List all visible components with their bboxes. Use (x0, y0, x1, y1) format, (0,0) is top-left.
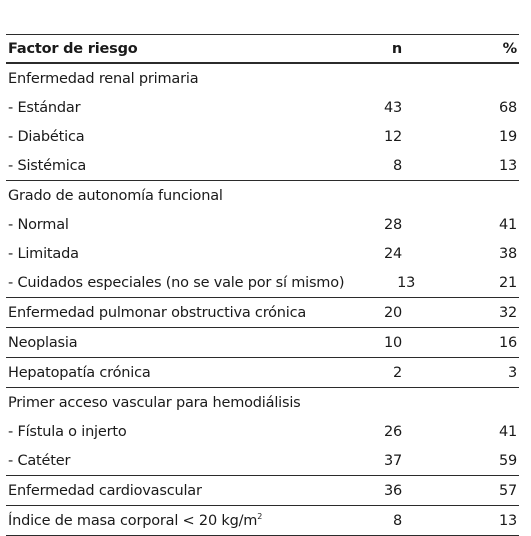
table-row: Neoplasia 10 16 (6, 328, 519, 358)
header-factor: Factor de riesgo (8, 40, 138, 57)
risk-factor-table: Factor de riesgo n % Enfermedad renal pr… (6, 34, 519, 536)
table-row: Hepatopatía crónica 2 3 (6, 358, 519, 388)
bmi-label: Índice de masa corporal < 20 kg/m2 (8, 511, 263, 529)
header-pct: % (502, 40, 518, 57)
table-row: - Fístula o injerto 26 41 (8, 423, 517, 440)
section-title: Enfermedad renal primaria (8, 70, 199, 87)
table-row: - Cuidados especiales (no se vale por sí… (6, 268, 519, 298)
table-row: Índice de masa corporal < 20 kg/m2 8 13 (6, 506, 519, 536)
header-n: n (391, 40, 402, 57)
table-row: - Limitada 24 38 (8, 245, 517, 262)
table-row: - Sistémica 8 13 (6, 151, 519, 181)
table-header: Factor de riesgo n % (6, 34, 519, 64)
table-row: - Normal 28 41 (8, 216, 517, 233)
table-row: - Catéter 37 59 (6, 446, 519, 476)
table-row: Enfermedad pulmonar obstructiva crónica … (6, 298, 519, 328)
section-title: Primer acceso vascular para hemodiálisis (8, 394, 301, 411)
table-row: Enfermedad cardiovascular 36 57 (6, 476, 519, 506)
section-title: Grado de autonomía funcional (8, 187, 223, 204)
table-row: - Diabética 12 19 (8, 128, 517, 145)
table-row: - Estándar 43 68 (8, 99, 517, 116)
